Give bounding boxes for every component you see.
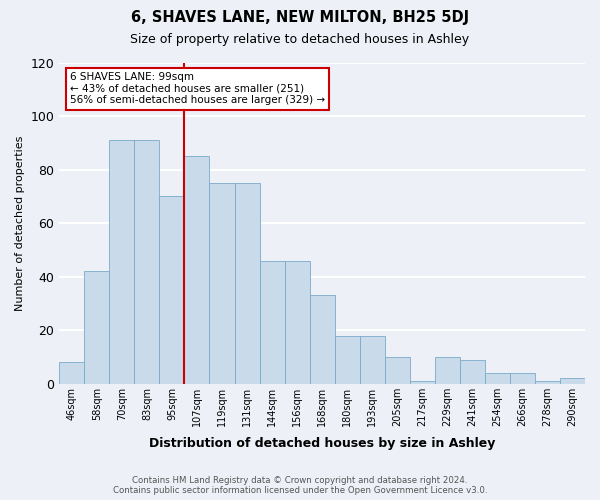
Bar bbox=[335, 336, 359, 384]
Bar bbox=[460, 360, 485, 384]
Text: 6, SHAVES LANE, NEW MILTON, BH25 5DJ: 6, SHAVES LANE, NEW MILTON, BH25 5DJ bbox=[131, 10, 469, 25]
Bar bbox=[209, 183, 235, 384]
Bar bbox=[310, 296, 335, 384]
Bar bbox=[184, 156, 209, 384]
Y-axis label: Number of detached properties: Number of detached properties bbox=[15, 136, 25, 311]
Bar bbox=[284, 260, 310, 384]
Bar bbox=[535, 381, 560, 384]
Bar bbox=[359, 336, 385, 384]
Bar bbox=[85, 272, 109, 384]
Text: 6 SHAVES LANE: 99sqm
← 43% of detached houses are smaller (251)
56% of semi-deta: 6 SHAVES LANE: 99sqm ← 43% of detached h… bbox=[70, 72, 325, 106]
Bar bbox=[235, 183, 260, 384]
Bar bbox=[560, 378, 585, 384]
Text: Contains HM Land Registry data © Crown copyright and database right 2024.
Contai: Contains HM Land Registry data © Crown c… bbox=[113, 476, 487, 495]
X-axis label: Distribution of detached houses by size in Ashley: Distribution of detached houses by size … bbox=[149, 437, 496, 450]
Bar bbox=[160, 196, 184, 384]
Bar bbox=[59, 362, 85, 384]
Bar bbox=[435, 357, 460, 384]
Bar bbox=[485, 373, 510, 384]
Bar bbox=[134, 140, 160, 384]
Bar bbox=[109, 140, 134, 384]
Bar bbox=[260, 260, 284, 384]
Bar bbox=[385, 357, 410, 384]
Bar bbox=[510, 373, 535, 384]
Bar bbox=[410, 381, 435, 384]
Text: Size of property relative to detached houses in Ashley: Size of property relative to detached ho… bbox=[130, 32, 470, 46]
